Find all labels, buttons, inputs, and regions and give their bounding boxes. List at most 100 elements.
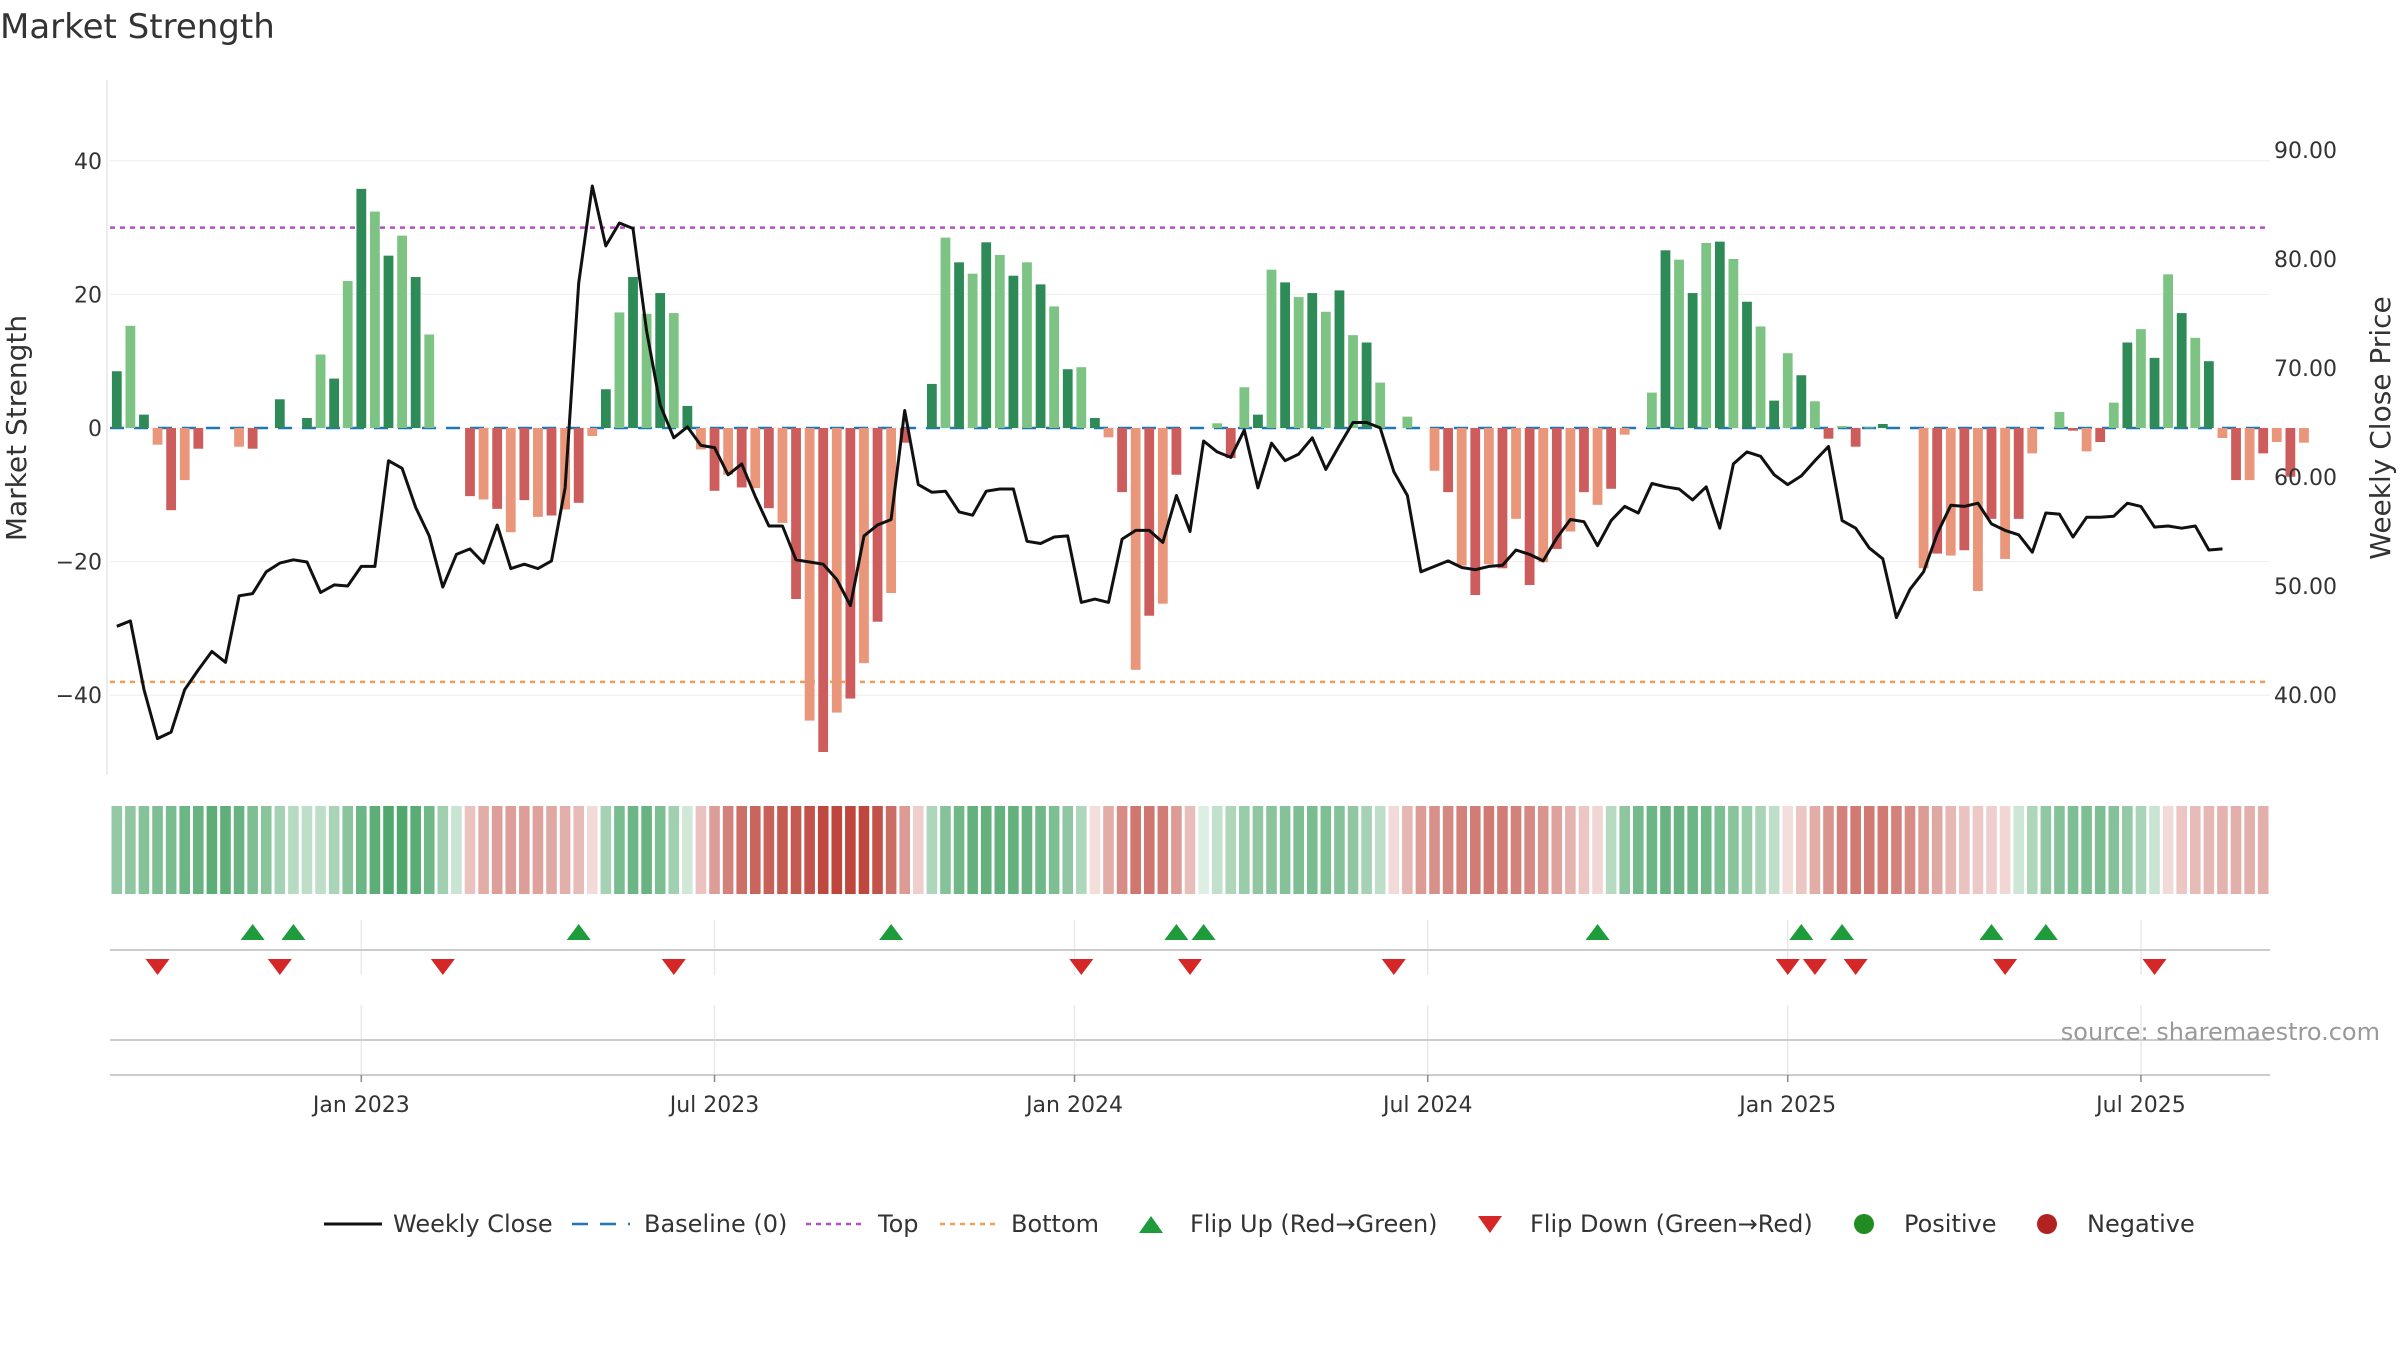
legend-swatch-negative <box>2037 1214 2057 1234</box>
flip-down-marker <box>430 959 455 975</box>
heat-cell <box>641 806 652 894</box>
strength-bar-positive <box>2122 342 2133 428</box>
heat-cell <box>1252 806 1264 894</box>
heat-cell <box>1768 806 1780 894</box>
heat-cell <box>1633 806 1644 894</box>
legend-label: Top <box>877 1210 919 1238</box>
heat-cell <box>872 806 883 894</box>
heat-cell <box>709 806 720 894</box>
legend-label: Flip Up (Red→Green) <box>1190 1210 1438 1238</box>
strength-bar-positive <box>1782 353 1793 428</box>
heat-cell <box>1225 806 1237 894</box>
strength-bar-positive <box>1796 375 1807 428</box>
strength-bar-negative <box>1565 428 1576 532</box>
heat-cell <box>288 806 299 894</box>
heat-cell <box>2257 806 2269 894</box>
strength-bar-positive <box>1701 242 1712 428</box>
strength-bar-negative <box>1945 428 1956 556</box>
strength-bar-negative <box>831 428 842 713</box>
heat-cell <box>1035 806 1046 894</box>
heat-cell <box>1918 806 1929 894</box>
strength-bar-positive <box>655 293 666 428</box>
heat-cell <box>1415 806 1427 894</box>
y-tick-label: 0 <box>88 417 102 442</box>
heat-cell <box>749 806 761 894</box>
strength-bar-positive <box>274 399 285 428</box>
heat-cell <box>1021 806 1033 894</box>
heat-cell <box>1116 806 1128 894</box>
flip-up-marker <box>566 924 591 940</box>
heat-cell <box>668 806 680 894</box>
heat-cell <box>2176 806 2187 894</box>
heat-cell <box>1796 806 1807 894</box>
strength-bar-positive <box>1348 335 1358 428</box>
strength-bar-positive <box>315 354 326 428</box>
heat-cell <box>654 806 666 894</box>
strength-bar-positive <box>1334 290 1345 428</box>
strength-bar-positive <box>1049 306 1060 428</box>
heat-cell <box>1279 806 1291 894</box>
strength-bar-negative <box>1225 428 1236 459</box>
y-tick-label: −40 <box>56 684 102 709</box>
strength-bar-positive <box>383 255 394 428</box>
strength-bar-negative <box>505 428 516 533</box>
axes: 40 20 0 −20 −40 90.00 80.00 70.00 60.00 50.00 40.0… <box>56 80 2337 1076</box>
y-tick-label: 40 <box>74 150 102 175</box>
strength-bar-negative <box>1429 428 1440 471</box>
y2-tick-label: 50.00 <box>2274 575 2337 600</box>
strength-bar-negative <box>791 428 801 600</box>
flip-down-marker <box>661 959 686 975</box>
heat-cell <box>858 806 870 894</box>
heat-cell <box>2189 806 2201 894</box>
strength-bar-positive <box>342 281 353 428</box>
strength-bar-positive <box>1402 416 1413 428</box>
heat-cell <box>913 806 924 894</box>
strength-bar-negative <box>2068 428 2078 431</box>
strength-bar-negative <box>1103 428 1114 438</box>
heat-cell <box>1660 806 1671 894</box>
heat-strip <box>111 806 2269 894</box>
strength-bar-negative <box>465 428 475 497</box>
heat-cell <box>1578 806 1590 894</box>
x-tick-label: Jan 2024 <box>1024 1093 1123 1118</box>
flip-markers <box>145 924 2167 975</box>
flip-down-marker <box>1993 959 2018 975</box>
flip-down-marker <box>1843 959 1868 975</box>
strength-bar-positive <box>1280 282 1290 428</box>
gridlines <box>110 160 2270 1075</box>
legend-label: Weekly Close <box>393 1210 553 1238</box>
strength-bar-positive <box>1769 400 1780 428</box>
strength-bar-positive <box>424 334 435 428</box>
flip-down-marker <box>145 959 170 975</box>
heat-cell <box>1823 806 1834 894</box>
heat-cell <box>410 806 421 894</box>
heat-cell <box>1565 806 1576 894</box>
strength-bar-positive <box>926 383 937 428</box>
strength-bar-negative <box>1592 428 1603 505</box>
heat-cell <box>451 806 462 894</box>
heat-cell <box>260 806 272 894</box>
heat-cell <box>1904 806 1916 894</box>
heat-cell <box>1402 806 1413 894</box>
strength-bar-negative <box>573 428 584 503</box>
heat-cell <box>559 806 571 894</box>
heat-cell <box>1076 806 1087 894</box>
strength-bar-positive <box>967 273 978 428</box>
heat-cell <box>967 806 978 894</box>
strength-bar-negative <box>1986 428 1997 519</box>
strength-bar-positive <box>356 188 367 428</box>
heat-cell <box>1266 806 1277 894</box>
flip-up-marker <box>240 924 265 940</box>
strength-bar-positive <box>1022 262 1032 428</box>
strength-bar-positive <box>981 242 992 428</box>
strength-bar-positive <box>1253 414 1263 428</box>
heat-cell <box>2244 806 2255 894</box>
strength-bars <box>111 188 2309 752</box>
heat-cell <box>2217 806 2228 894</box>
strength-bar-positive <box>2136 329 2146 428</box>
flip-down-marker <box>1775 959 1800 975</box>
heat-cell <box>165 806 177 894</box>
strength-bar-positive <box>2108 402 2119 428</box>
heat-cell <box>274 806 286 894</box>
strength-bar-positive <box>1090 417 1100 428</box>
